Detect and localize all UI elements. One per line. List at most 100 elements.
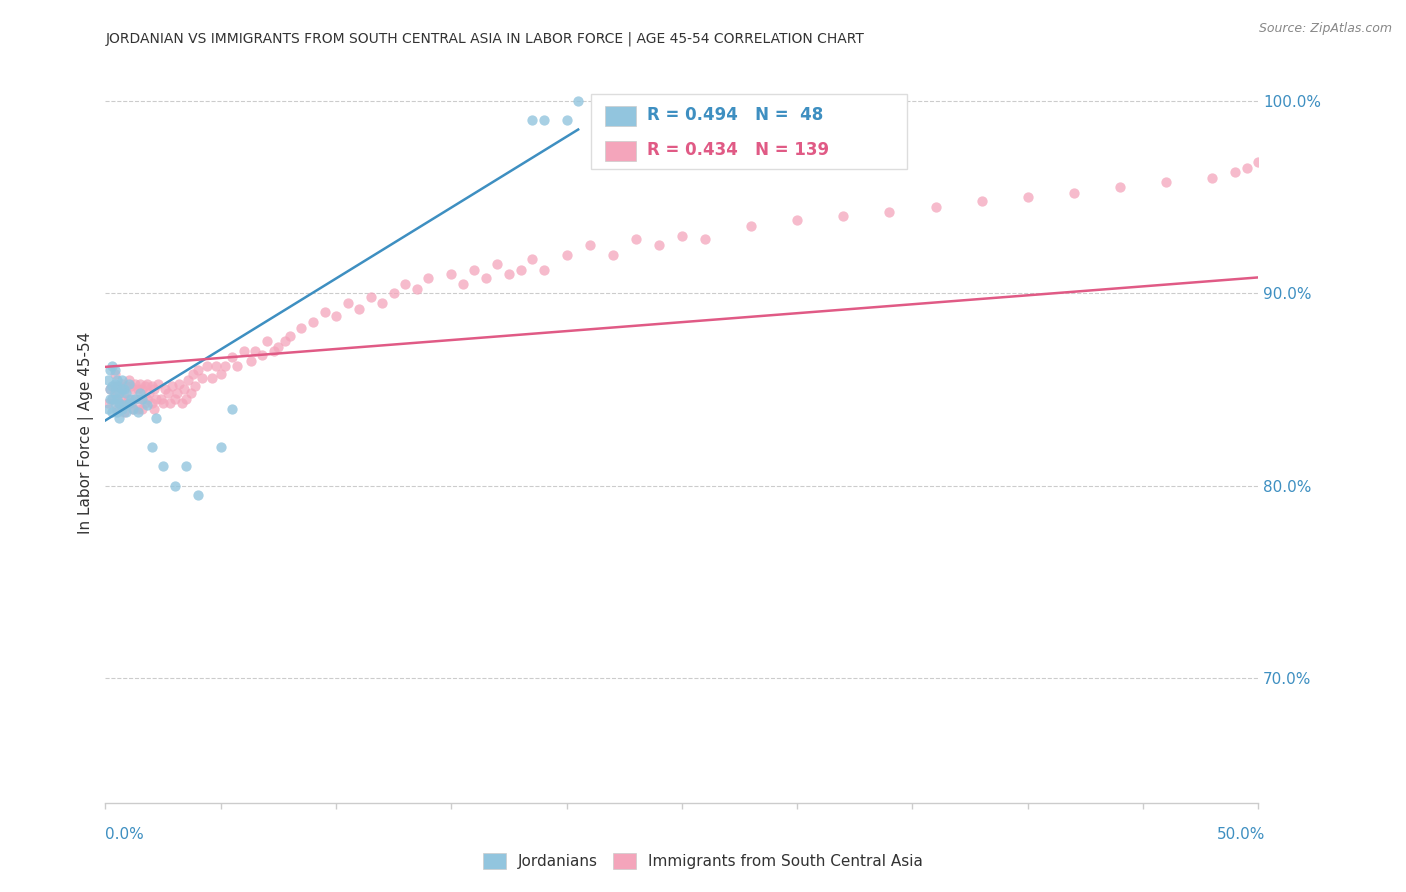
Point [105, 378, 128, 392]
Point [1282, 142, 1305, 156]
Point [105, 392, 128, 406]
Point [112, 382, 135, 396]
Point [163, 392, 186, 406]
Point [108, 378, 131, 392]
Point [221, 350, 243, 364]
Point [170, 396, 193, 410]
Point [152, 396, 174, 410]
Point [101, 359, 124, 374]
Point [191, 371, 214, 385]
Point [1225, 165, 1247, 179]
Point [97, 396, 120, 410]
Point [214, 359, 236, 374]
Point [98, 382, 121, 396]
Point [463, 263, 485, 277]
Point [155, 382, 177, 396]
Point [693, 232, 716, 246]
Point [336, 295, 359, 310]
Point [104, 378, 127, 392]
Point [187, 363, 209, 377]
Point [142, 382, 165, 396]
Point [221, 401, 243, 416]
Point [108, 411, 131, 425]
Point [104, 367, 127, 381]
Text: 0.0%: 0.0% [105, 827, 145, 841]
Point [832, 209, 855, 223]
Point [533, 263, 555, 277]
Point [122, 382, 145, 396]
Point [520, 113, 543, 128]
Point [278, 328, 301, 343]
Point [1398, 556, 1406, 570]
Point [205, 359, 228, 374]
Point [104, 386, 127, 401]
Point [1063, 186, 1085, 201]
Point [104, 363, 127, 377]
Point [970, 194, 993, 208]
Point [1374, 117, 1396, 131]
Point [110, 373, 132, 387]
Point [117, 376, 139, 391]
Point [110, 392, 132, 406]
Point [1154, 175, 1177, 189]
Point [115, 396, 138, 410]
Point [252, 348, 274, 362]
Point [1340, 128, 1362, 143]
Point [120, 392, 142, 406]
Point [624, 232, 647, 246]
Point [141, 396, 163, 410]
Point [145, 411, 167, 425]
Point [97, 373, 120, 387]
Point [124, 376, 146, 391]
Point [209, 367, 232, 381]
Point [166, 386, 188, 401]
Point [256, 334, 278, 349]
Point [156, 386, 179, 401]
Point [122, 401, 145, 416]
Point [239, 353, 262, 368]
Point [108, 396, 131, 410]
Point [129, 386, 152, 401]
Point [360, 290, 382, 304]
Point [314, 305, 336, 319]
Point [104, 396, 127, 410]
Point [451, 277, 474, 291]
Point [405, 282, 427, 296]
Point [347, 301, 370, 316]
Point [124, 392, 146, 406]
Point [115, 405, 138, 419]
Point [602, 248, 624, 262]
Point [108, 386, 131, 401]
Point [112, 386, 135, 401]
Point [141, 378, 163, 392]
Point [498, 267, 520, 281]
Point [520, 252, 543, 266]
Point [159, 396, 181, 410]
Point [1258, 152, 1281, 166]
Point [110, 382, 132, 396]
Point [924, 200, 946, 214]
Point [290, 321, 312, 335]
Point [274, 334, 297, 349]
Point [180, 386, 202, 401]
Point [1385, 594, 1406, 608]
Point [786, 213, 808, 227]
Point [173, 382, 195, 396]
Text: JORDANIAN VS IMMIGRANTS FROM SOUTH CENTRAL ASIA IN LABOR FORCE | AGE 45-54 CORRE: JORDANIAN VS IMMIGRANTS FROM SOUTH CENTR… [105, 31, 865, 45]
Point [117, 392, 139, 406]
Point [1201, 170, 1223, 185]
Point [475, 270, 498, 285]
Point [1109, 180, 1132, 194]
Point [108, 396, 131, 410]
Point [1247, 155, 1270, 169]
Point [302, 315, 325, 329]
Point [740, 219, 762, 233]
Text: Source: ZipAtlas.com: Source: ZipAtlas.com [1258, 22, 1392, 36]
Point [134, 396, 156, 410]
Point [671, 228, 693, 243]
Point [110, 401, 132, 416]
Point [567, 94, 589, 108]
Point [232, 343, 254, 358]
Point [209, 440, 232, 454]
Point [117, 396, 139, 410]
